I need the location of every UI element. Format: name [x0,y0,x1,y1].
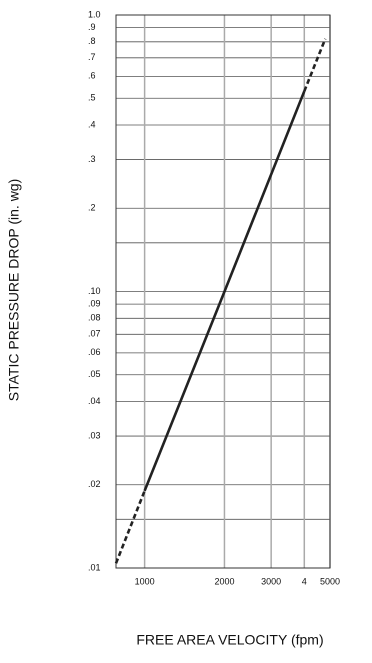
y-tick-label: .3 [88,154,96,164]
x-tick-label: 4 [302,576,307,586]
y-tick-label: .05 [88,369,101,379]
y-tick-label: .01 [88,562,101,572]
y-tick-label: .5 [88,93,96,103]
y-tick-label: 1.0 [88,9,101,19]
y-tick-label: .02 [88,479,101,489]
y-tick-label: .10 [88,286,101,296]
y-tick-label: .03 [88,430,101,440]
y-tick-label: .2 [88,203,96,213]
y-tick-label: .4 [88,119,96,129]
data-line [114,490,146,564]
y-axis-label: STATIC PRESSURE DROP (in. wg) [6,179,22,401]
y-tick-label: .7 [88,52,96,62]
plot-frame [115,14,331,569]
y-tick-label: .09 [88,299,101,309]
y-tick-label: .04 [88,396,101,406]
x-tick-label: 1000 [135,576,155,586]
x-tick-label: 3000 [261,576,281,586]
x-axis-label: FREE AREA VELOCITY (fpm) [136,632,323,648]
y-tick-label: .06 [88,347,101,357]
y-tick-label: .8 [88,36,96,46]
y-tick-label: .08 [88,313,101,323]
y-tick-label: .07 [88,329,101,339]
y-tick-label: .6 [88,71,96,81]
x-tick-label: 2000 [214,576,234,586]
data-line [303,38,327,92]
data-line [143,90,306,492]
x-tick-label: 5000 [320,576,340,586]
y-tick-label: .9 [88,22,96,32]
